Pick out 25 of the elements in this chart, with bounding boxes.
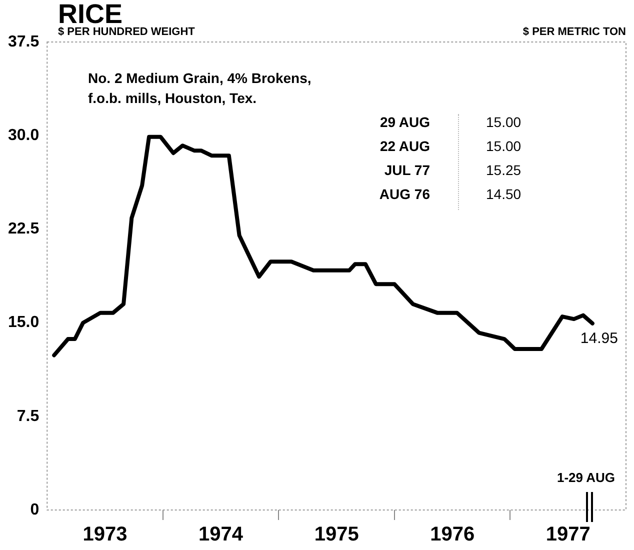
y-axis-title: $ PER HUNDRED WEIGHT xyxy=(58,26,195,38)
x-tick-label: 1973 xyxy=(82,524,128,546)
annotation: AUG 76 xyxy=(378,186,431,204)
annotation: 29 AUG xyxy=(378,114,431,132)
y-tick-label: 0 xyxy=(30,501,40,518)
x-tick-label: 1975 xyxy=(314,524,359,546)
annotation: 1-29 AUG xyxy=(557,470,616,485)
annotation: f.o.b. mills, Houston, Tex. xyxy=(88,89,258,108)
annotation: JUL 77 xyxy=(383,162,431,180)
x-tick-label: 1976 xyxy=(430,524,475,546)
x-tick-label: 1974 xyxy=(198,524,244,546)
annotation: 14.95 xyxy=(580,330,618,348)
y-tick-label: 37.5 xyxy=(8,33,40,50)
annotation: No. 2 Medium Grain, 4% Brokens, xyxy=(88,69,312,88)
y2-axis-title: $ PER METRIC TON xyxy=(522,26,626,38)
annotation: 15.00 xyxy=(485,138,522,156)
y-tick-label: 15.0 xyxy=(8,314,40,332)
x-tick-label: 1977 xyxy=(546,524,590,546)
y-tick-label: 22.5 xyxy=(8,220,40,238)
y-tick-label: 30.0 xyxy=(8,127,40,144)
y-tick-label: 7.5 xyxy=(16,408,40,425)
annotation: 15.00 xyxy=(485,114,522,132)
annotation: 15.25 xyxy=(485,162,522,180)
annotation: 22 AUG xyxy=(378,138,431,156)
annotation: 14.50 xyxy=(485,186,522,204)
